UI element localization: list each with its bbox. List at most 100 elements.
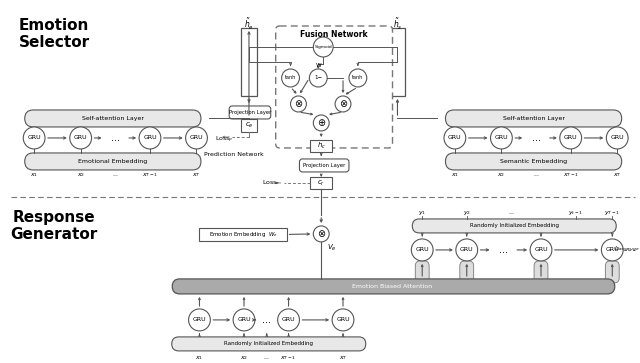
Text: $y_{t-1}$: $y_{t-1}$	[568, 209, 583, 217]
Text: GRU: GRU	[605, 248, 619, 252]
FancyBboxPatch shape	[25, 110, 201, 127]
Bar	[310, 177, 332, 189]
Text: Semantic Embedding: Semantic Embedding	[500, 159, 567, 164]
Text: $\tilde{h}_e$: $\tilde{h}_e$	[244, 16, 254, 32]
FancyBboxPatch shape	[534, 261, 548, 283]
Text: ...: ...	[499, 245, 508, 255]
Circle shape	[233, 309, 255, 331]
Circle shape	[349, 69, 367, 87]
Text: $x_T$: $x_T$	[339, 354, 348, 362]
Text: GRU: GRU	[415, 248, 429, 252]
Text: Loss$_p$: Loss$_p$	[215, 135, 234, 145]
Text: ...: ...	[111, 133, 120, 143]
Text: $x_{T-1}$: $x_{T-1}$	[280, 354, 297, 362]
Text: ...: ...	[113, 172, 118, 178]
FancyBboxPatch shape	[25, 153, 201, 170]
Text: $x_1$: $x_1$	[30, 171, 38, 179]
Circle shape	[456, 239, 477, 261]
Text: GRU: GRU	[143, 135, 157, 140]
Text: $x_2$: $x_2$	[240, 354, 248, 362]
Circle shape	[139, 127, 161, 149]
Text: ...: ...	[508, 211, 515, 216]
Text: w: w	[316, 62, 321, 68]
Text: GRU: GRU	[460, 248, 474, 252]
Bar	[390, 28, 405, 96]
Text: tanh: tanh	[285, 76, 296, 81]
Text: ...: ...	[262, 315, 271, 325]
Text: $y_2$: $y_2$	[463, 209, 471, 217]
Text: GRU: GRU	[74, 135, 88, 140]
FancyBboxPatch shape	[415, 261, 429, 283]
FancyBboxPatch shape	[229, 106, 271, 119]
Text: ⊗: ⊗	[317, 229, 325, 239]
Text: Projection Layer: Projection Layer	[303, 163, 346, 168]
Circle shape	[602, 239, 623, 261]
Text: Loss$_e$: Loss$_e$	[262, 179, 280, 187]
Text: GRU: GRU	[534, 248, 548, 252]
Text: GRU: GRU	[336, 317, 350, 322]
FancyBboxPatch shape	[605, 261, 620, 283]
Circle shape	[412, 239, 433, 261]
Text: GRU: GRU	[237, 317, 251, 322]
Circle shape	[314, 37, 333, 57]
Text: $y_1$: $y_1$	[418, 209, 426, 217]
Text: ...: ...	[533, 172, 539, 178]
Bar	[200, 228, 287, 241]
Bar	[310, 140, 332, 152]
Circle shape	[314, 226, 329, 242]
Text: Emotion
Selector: Emotion Selector	[19, 18, 90, 50]
Circle shape	[278, 309, 300, 331]
Text: $c_e$: $c_e$	[244, 121, 253, 130]
Text: 1−: 1−	[314, 76, 323, 81]
Text: Projection Layer: Projection Layer	[228, 110, 271, 115]
FancyBboxPatch shape	[445, 110, 621, 127]
Circle shape	[189, 309, 211, 331]
Text: Emotional Embedding: Emotional Embedding	[78, 159, 147, 164]
Text: $x_2$: $x_2$	[497, 171, 506, 179]
Bar	[241, 28, 257, 96]
Circle shape	[70, 127, 92, 149]
Text: Response
Generator: Response Generator	[10, 210, 97, 242]
Text: GRU: GRU	[282, 317, 296, 322]
Bar	[241, 119, 257, 132]
Text: ...: ...	[532, 133, 541, 143]
Text: Self-attention Layer: Self-attention Layer	[502, 116, 564, 121]
Text: Emotion Biased Attention: Emotion Biased Attention	[353, 284, 433, 289]
Circle shape	[291, 96, 307, 112]
Text: $x_2$: $x_2$	[77, 171, 84, 179]
Text: $x_{T-1}$: $x_{T-1}$	[142, 171, 158, 179]
Text: GRU: GRU	[611, 135, 624, 140]
FancyBboxPatch shape	[172, 279, 615, 294]
FancyBboxPatch shape	[460, 261, 474, 283]
Text: GRU: GRU	[189, 135, 204, 140]
FancyBboxPatch shape	[445, 153, 621, 170]
Circle shape	[282, 69, 300, 87]
FancyBboxPatch shape	[172, 337, 366, 351]
Text: ⊗: ⊗	[294, 99, 303, 109]
Circle shape	[490, 127, 512, 149]
Circle shape	[23, 127, 45, 149]
Text: $x_1$: $x_1$	[195, 354, 204, 362]
FancyBboxPatch shape	[276, 26, 392, 148]
Text: GRU: GRU	[193, 317, 206, 322]
Text: $h_c$: $h_c$	[317, 141, 326, 151]
Circle shape	[309, 69, 327, 87]
Text: $L_{langauge}$: $L_{langauge}$	[614, 245, 640, 255]
Text: $V_e$: $V_e$	[327, 243, 337, 253]
Text: Emotion Embedding  $W_e$: Emotion Embedding $W_e$	[209, 230, 278, 239]
Circle shape	[606, 127, 628, 149]
Text: Fusion Network: Fusion Network	[300, 30, 368, 40]
Text: $\tilde{h}_s$: $\tilde{h}_s$	[393, 16, 403, 32]
Circle shape	[186, 127, 207, 149]
Circle shape	[335, 96, 351, 112]
Text: Sigmoid: Sigmoid	[314, 45, 332, 49]
Text: GRU: GRU	[448, 135, 461, 140]
Text: tanh: tanh	[352, 76, 364, 81]
Text: $y_{T-1}$: $y_{T-1}$	[604, 209, 620, 217]
Text: Randomly Initialized Embedding: Randomly Initialized Embedding	[224, 342, 313, 346]
Circle shape	[314, 115, 329, 131]
Text: ⊗: ⊗	[339, 99, 347, 109]
Text: $x_T$: $x_T$	[613, 171, 621, 179]
Text: $x_{T-1}$: $x_{T-1}$	[563, 171, 579, 179]
Circle shape	[560, 127, 582, 149]
